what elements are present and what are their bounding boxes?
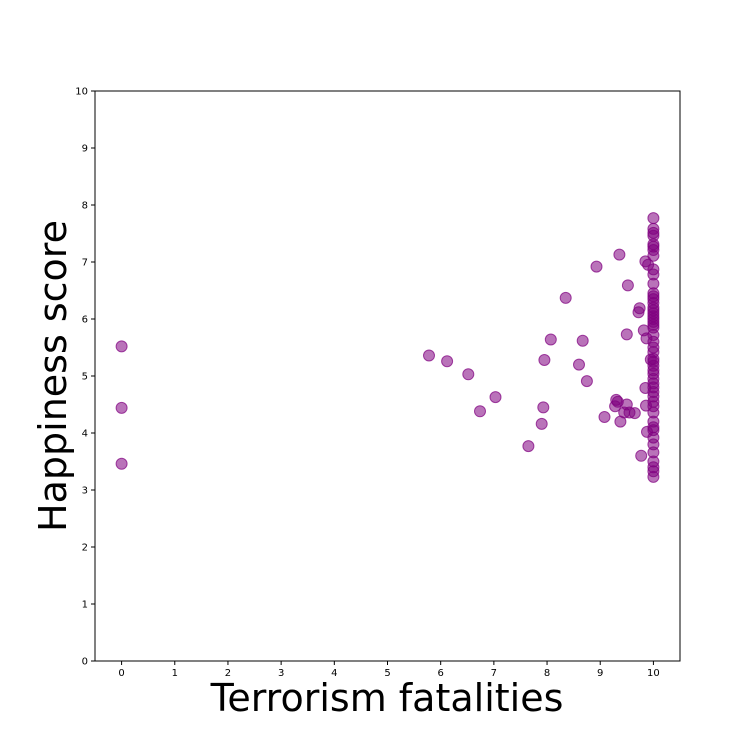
y-tick-label: 4 <box>82 429 88 440</box>
y-tick-label: 3 <box>82 486 88 497</box>
x-tick-label: 2 <box>225 668 231 679</box>
data-point <box>598 411 611 423</box>
plot-frame <box>94 90 681 662</box>
y-tick-label: 9 <box>82 144 88 155</box>
data-point <box>613 248 626 261</box>
y-tick-label: 6 <box>82 315 88 326</box>
data-point <box>115 401 128 414</box>
x-tick-label: 9 <box>597 668 603 679</box>
data-point <box>423 349 435 362</box>
points-layer <box>115 212 660 483</box>
y-tick-label: 2 <box>82 543 88 554</box>
y-axis-ticks: 0 1 2 3 4 5 6 7 8 9 10 <box>75 87 95 668</box>
data-point <box>635 449 648 462</box>
y-tick-label: 5 <box>82 372 88 383</box>
data-point <box>647 212 660 225</box>
x-axis-label: Terrorism fatalities <box>210 676 564 720</box>
y-tick-label: 8 <box>82 201 88 212</box>
data-point <box>647 470 660 483</box>
data-point <box>621 279 634 292</box>
data-point <box>576 334 589 347</box>
x-tick-label: 4 <box>331 668 337 679</box>
y-axis-label: Happiness score <box>31 220 75 532</box>
data-point <box>115 340 128 353</box>
data-point <box>474 405 486 418</box>
x-tick-label: 8 <box>544 668 550 679</box>
y-tick-label: 10 <box>75 87 88 98</box>
y-tick-label: 0 <box>82 657 88 668</box>
x-tick-label: 1 <box>172 668 178 679</box>
data-point <box>441 355 454 368</box>
x-tick-label: 3 <box>278 668 284 679</box>
y-tick-label: 7 <box>82 258 88 269</box>
data-point <box>573 358 585 371</box>
x-tick-label: 10 <box>647 668 660 679</box>
x-axis-ticks: 0 1 2 3 4 5 6 7 8 9 10 <box>118 661 660 679</box>
data-point <box>462 368 475 381</box>
data-point <box>628 407 641 420</box>
data-point <box>115 457 128 470</box>
data-point <box>489 391 502 404</box>
data-point <box>647 249 660 262</box>
data-point <box>522 440 535 453</box>
x-tick-label: 6 <box>437 668 443 679</box>
data-point <box>590 260 603 273</box>
data-point <box>620 328 633 341</box>
data-point <box>544 333 557 346</box>
y-tick-label: 1 <box>82 600 88 611</box>
data-point <box>559 291 572 304</box>
data-point <box>538 354 551 366</box>
data-point <box>633 302 646 315</box>
data-point <box>580 375 593 388</box>
data-point <box>535 417 548 430</box>
x-tick-label: 7 <box>491 668 497 679</box>
data-point <box>537 401 550 414</box>
x-tick-label: 5 <box>384 668 390 679</box>
x-tick-label: 0 <box>118 668 124 679</box>
